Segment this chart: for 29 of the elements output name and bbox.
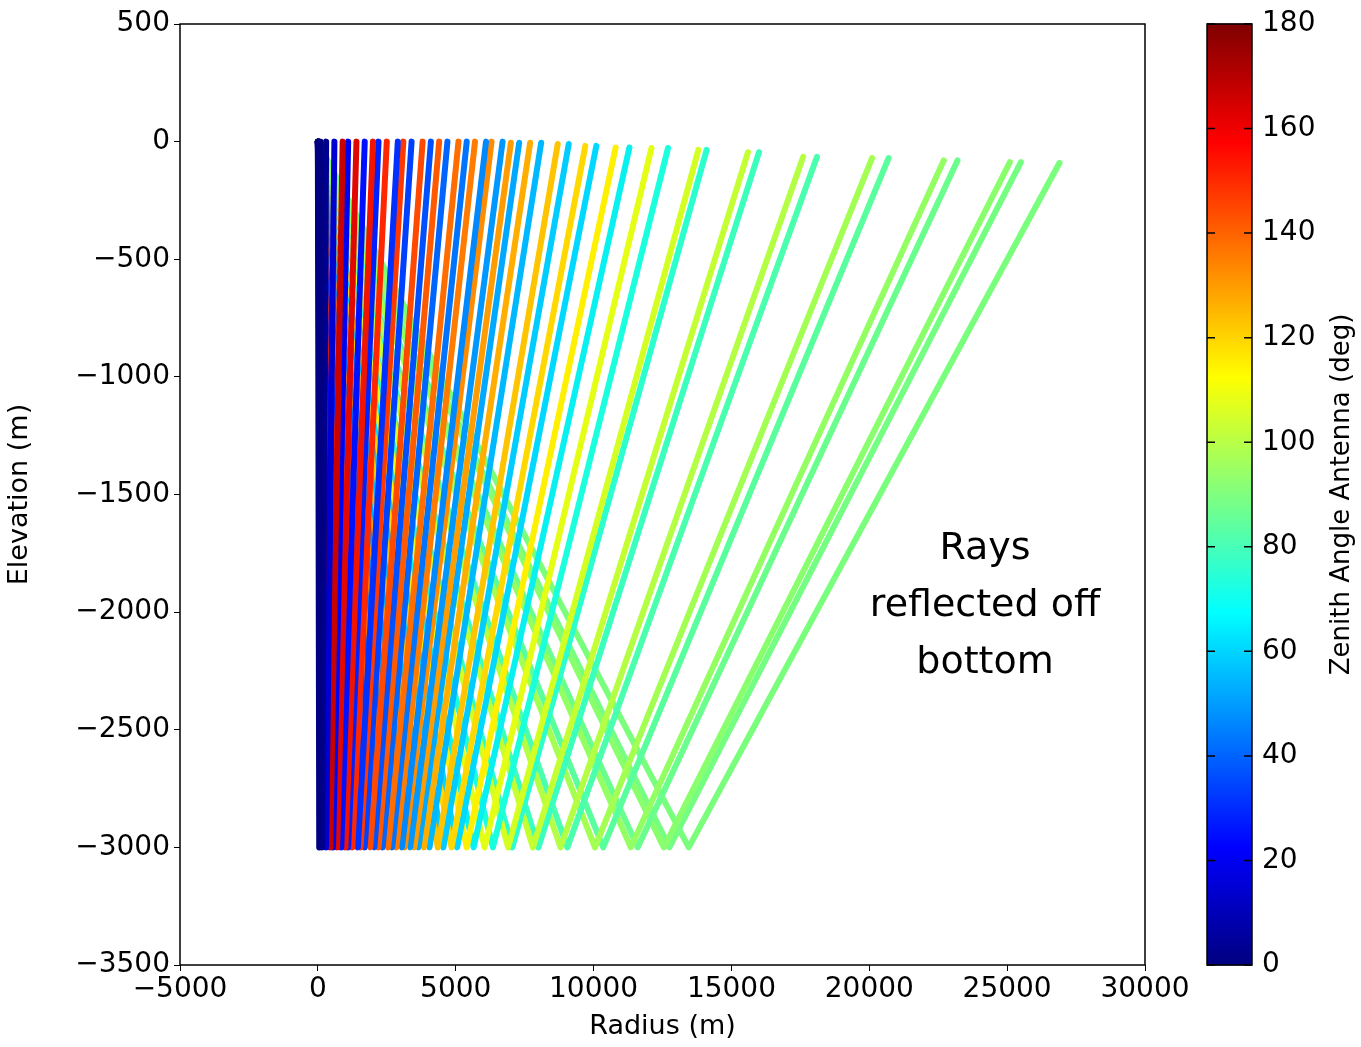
color-bar-label: 160 xyxy=(1262,109,1316,143)
x-tick-label: 10000 xyxy=(549,971,639,1005)
x-tick-label: 30000 xyxy=(1100,971,1190,1005)
y-tick-label: −500 xyxy=(93,240,170,274)
y-tick-label: 0 xyxy=(152,122,170,156)
color-bar-label: 100 xyxy=(1262,423,1316,457)
x-tick-label: 0 xyxy=(308,971,327,1005)
color-bar-label: 80 xyxy=(1262,528,1298,562)
y-tick-label: −3000 xyxy=(75,828,170,862)
color-bar-label: 20 xyxy=(1262,841,1298,875)
y-tick-label: −2000 xyxy=(75,593,170,627)
color-bar-label: 40 xyxy=(1262,737,1298,771)
y-tick-label: −1000 xyxy=(75,358,170,392)
color-bar-label: 120 xyxy=(1262,318,1316,352)
color-bar-label: 140 xyxy=(1262,214,1316,248)
color-bar-title: Zenith Angle Antenna (deg) xyxy=(1324,313,1355,676)
y-axis-title: Elevation (m) xyxy=(2,403,34,586)
x-tick-label: 5000 xyxy=(420,971,492,1005)
color-bar-label: 0 xyxy=(1262,946,1280,980)
x-tick-label: 25000 xyxy=(962,971,1052,1005)
color-bar-label: 60 xyxy=(1262,632,1298,666)
y-tick-label: −2500 xyxy=(75,711,170,745)
x-axis-title: Radius (m) xyxy=(589,1008,736,1040)
y-tick-label: 500 xyxy=(116,5,170,39)
annotation: Rays reflected off bottom xyxy=(868,523,1102,684)
x-tick-label: 15000 xyxy=(686,971,776,1005)
x-tick-label: 20000 xyxy=(824,971,914,1005)
color-bar-label: 180 xyxy=(1262,5,1316,39)
y-tick-label: −1500 xyxy=(75,475,170,509)
